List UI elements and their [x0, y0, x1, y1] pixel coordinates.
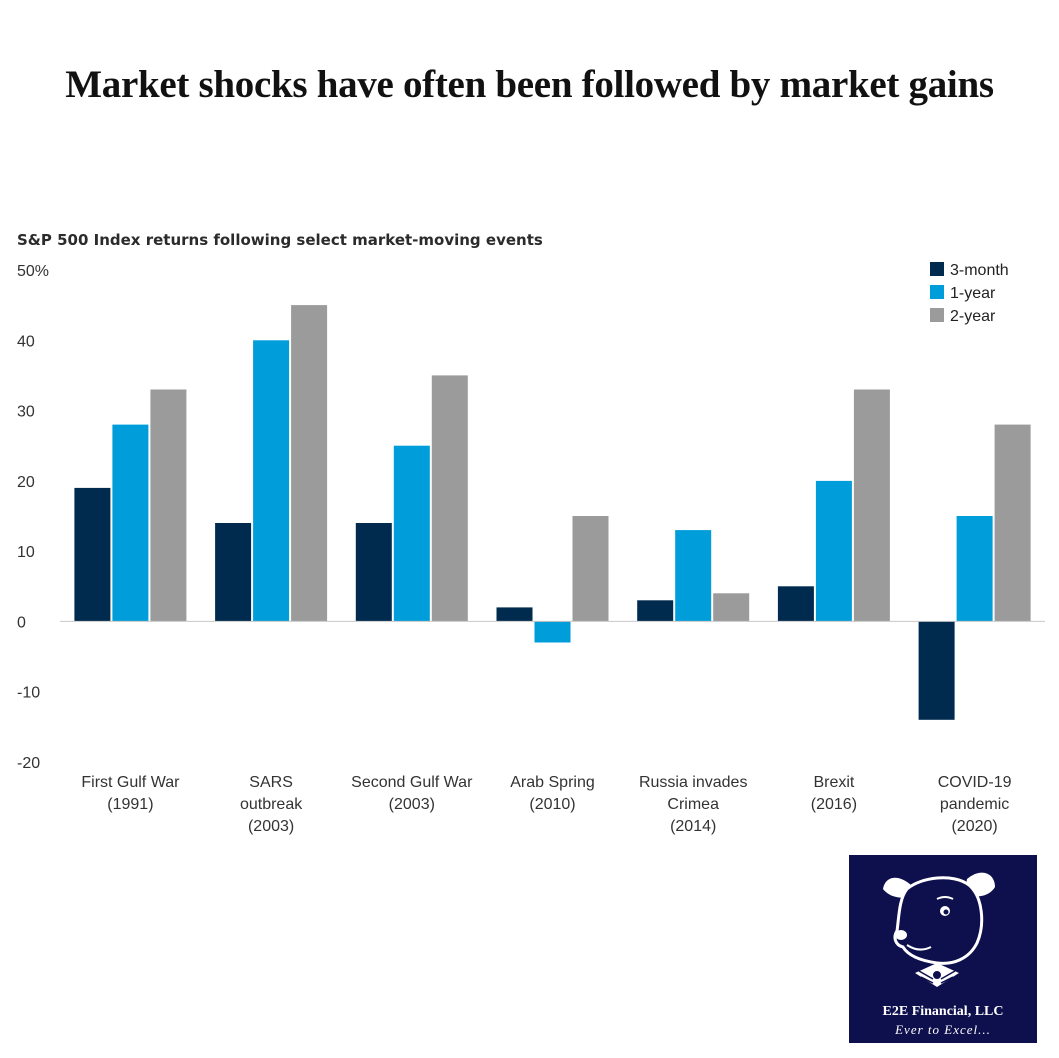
x-axis: First Gulf War (1991) SARS outbreak (2003) Se… [81, 774, 1011, 835]
x-category-label: (2010) [529, 796, 575, 813]
bar-2-year [291, 305, 328, 622]
bar-2-year [431, 375, 468, 622]
x-category-label: Arab Spring [510, 774, 595, 791]
x-category-label: Russia invades [639, 774, 748, 791]
bar-3-month [777, 586, 814, 622]
bar-3-month [496, 607, 533, 622]
x-category-label: COVID-19 [938, 774, 1012, 791]
y-tick-label: 40 [17, 333, 35, 350]
bar-3-month [637, 600, 674, 622]
y-tick-label: 30 [17, 404, 35, 421]
bar-chart: S&P 500 Index returns following select m… [17, 231, 1045, 835]
bar-2-year [994, 424, 1031, 622]
logo-tagline: Ever to Excel... [895, 1022, 991, 1037]
bar-1-year [956, 516, 993, 622]
legend: 3-month 1-year 2-year [930, 262, 1009, 325]
x-category-label: Crimea [667, 796, 719, 813]
legend-swatch-1-year [930, 285, 944, 299]
y-axis: 50% 40 30 20 10 0 -10 -20 [17, 263, 49, 772]
x-category-label: (2016) [811, 796, 857, 813]
y-tick-label: 10 [17, 544, 35, 561]
bar-3-month [918, 621, 955, 720]
bar-2-year [150, 389, 187, 622]
bar-2-year [853, 389, 890, 622]
x-category-label: outbreak [240, 796, 303, 813]
logo-company-name: E2E Financial, LLC [882, 1004, 1004, 1019]
legend-label: 3-month [950, 262, 1009, 279]
x-category-label: (2020) [951, 818, 997, 835]
bar-1-year [112, 424, 149, 622]
legend-label: 2-year [950, 308, 996, 325]
bar-2-year [713, 593, 750, 622]
bar-1-year [815, 480, 852, 622]
bars [74, 305, 1031, 720]
y-tick-label: 0 [17, 614, 26, 631]
legend-label: 1-year [950, 285, 996, 302]
x-category-label: Second Gulf War [351, 774, 473, 791]
bar-2-year [572, 516, 609, 622]
y-tick-label: 20 [17, 474, 35, 491]
bar-3-month [215, 523, 252, 622]
bar-1-year [393, 445, 430, 622]
bar-1-year [534, 621, 571, 643]
x-category-label: (2014) [670, 818, 716, 835]
legend-swatch-3-month [930, 262, 944, 276]
x-category-label: Brexit [813, 774, 854, 791]
bar-3-month [74, 487, 111, 622]
page-title: Market shocks have often been followed b… [65, 63, 994, 106]
legend-swatch-2-year [930, 308, 944, 322]
x-category-label: SARS [249, 774, 293, 791]
x-category-label: (1991) [107, 796, 153, 813]
bar-1-year [253, 340, 290, 622]
x-category-label: First Gulf War [81, 774, 180, 791]
bar-3-month [355, 523, 392, 622]
x-category-label: pandemic [940, 796, 1009, 813]
y-tick-label: 50% [17, 263, 49, 280]
y-tick-label: -20 [17, 755, 40, 772]
company-logo: E2E Financial, LLC Ever to Excel... [849, 855, 1037, 1043]
dog-mascot-icon [883, 872, 995, 987]
bar-1-year [675, 530, 712, 622]
x-category-label: (2003) [248, 818, 294, 835]
chart-subtitle: S&P 500 Index returns following select m… [17, 231, 543, 249]
y-tick-label: -10 [17, 685, 40, 702]
x-category-label: (2003) [389, 796, 435, 813]
